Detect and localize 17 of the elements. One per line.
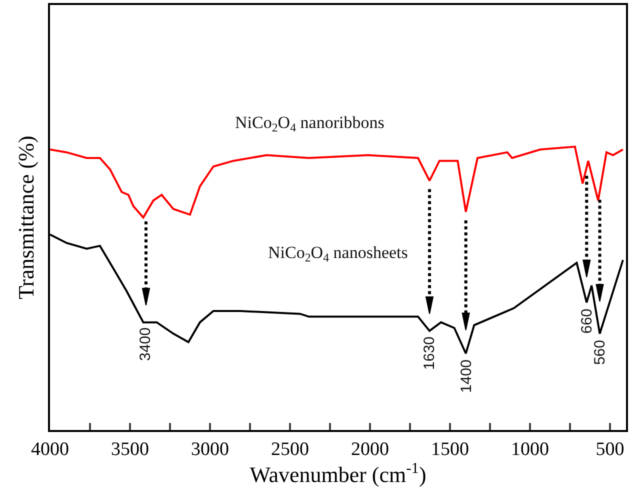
annotation: 560 <box>592 340 609 365</box>
x-tick-label: 1000 <box>511 438 549 460</box>
annotation: 1630 <box>421 336 438 370</box>
annotation: 660 <box>578 308 596 334</box>
text: NiCo$_{2}$O$_{4}$ nanosheets <box>268 243 408 265</box>
series-label: NiCo$_{2}$O$_{4}$ nanoribbons <box>235 113 384 135</box>
annotation: 3400 <box>137 327 154 361</box>
y-axis-title: Transmittance (%) <box>13 136 38 300</box>
x-tick-label: 4000 <box>31 438 69 460</box>
x-tick-label: 1500 <box>431 438 469 460</box>
x-tick-label: 3000 <box>191 438 229 460</box>
x-axis-title: Wavenumber (cm$^{-1}$) <box>250 460 426 488</box>
x-tick-label: 500 <box>596 438 624 460</box>
x-tick-label: 2000 <box>351 438 389 460</box>
x-tick-label: 2500 <box>271 438 309 460</box>
annotation: 1400 <box>458 359 475 393</box>
x-tick-label: 3500 <box>111 438 149 460</box>
